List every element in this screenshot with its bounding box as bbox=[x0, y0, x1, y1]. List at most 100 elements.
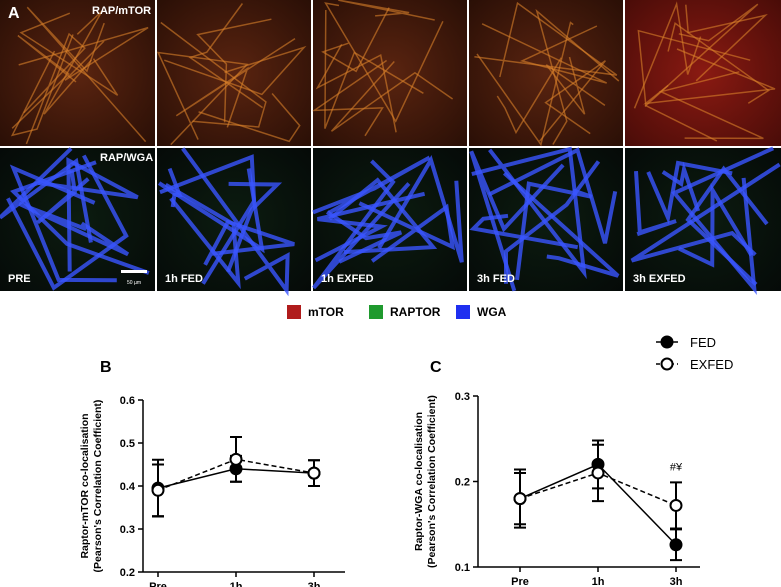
y-tick-label: 0.2 bbox=[120, 567, 135, 579]
data-point bbox=[307, 466, 321, 480]
panel-label: C bbox=[430, 359, 442, 376]
cell-border bbox=[10, 160, 150, 275]
scale-bar bbox=[121, 270, 147, 273]
cell-border bbox=[312, 155, 431, 215]
column-label: 3h EXFED bbox=[633, 273, 686, 285]
cell-border bbox=[545, 56, 606, 115]
y-tick-label: 0.6 bbox=[120, 395, 135, 407]
cell-border bbox=[226, 181, 283, 273]
legend-swatch bbox=[369, 305, 383, 319]
cell-border bbox=[634, 170, 677, 237]
cell-border bbox=[43, 10, 103, 115]
cell-border bbox=[196, 18, 272, 123]
cell-border bbox=[678, 183, 754, 268]
micrograph bbox=[625, 148, 781, 291]
row-label: RAP/WGA bbox=[100, 152, 153, 164]
cell-border bbox=[19, 12, 119, 96]
y-tick-label: 0.5 bbox=[120, 438, 135, 450]
column-label: 3h FED bbox=[477, 273, 515, 285]
legend-swatch bbox=[287, 305, 301, 319]
cell-border bbox=[685, 4, 768, 82]
x-tick-label: Pre bbox=[511, 576, 529, 587]
x-tick-label: 3h bbox=[670, 576, 683, 587]
cell-border bbox=[160, 21, 267, 128]
y-axis-label: (Pearson's Correlation Coefficient) bbox=[92, 400, 104, 573]
legend-label: WGA bbox=[477, 305, 507, 319]
cell-border bbox=[36, 170, 90, 225]
cell-border bbox=[667, 22, 770, 104]
row-label: RAP/mTOR bbox=[92, 5, 151, 17]
x-tick-label: 1h bbox=[592, 576, 605, 587]
y-tick-label: 0.3 bbox=[455, 391, 470, 403]
cell-border bbox=[471, 146, 587, 280]
legend-label: FED bbox=[690, 335, 716, 350]
x-tick-label: Pre bbox=[149, 581, 167, 587]
cell-border bbox=[315, 44, 397, 133]
cell-border bbox=[324, 9, 424, 129]
cell-border bbox=[321, 7, 390, 73]
cell-border bbox=[646, 160, 733, 225]
scale-bar-label: 50 µm bbox=[127, 280, 141, 286]
legend-swatch bbox=[456, 305, 470, 319]
cell-border bbox=[175, 37, 296, 128]
cell-border bbox=[6, 154, 129, 291]
y-tick-label: 0.2 bbox=[455, 477, 470, 489]
cell-border bbox=[18, 201, 130, 257]
cell-border bbox=[164, 45, 307, 96]
cell-border bbox=[661, 161, 701, 212]
legend-marker bbox=[660, 357, 674, 371]
cell-border bbox=[159, 154, 257, 285]
annotation: #¥ bbox=[670, 461, 683, 473]
cell-border bbox=[496, 57, 562, 135]
y-axis-label: (Pearson's Correlation Coefficient) bbox=[426, 395, 438, 568]
data-point bbox=[229, 452, 243, 466]
micrographs bbox=[0, 0, 781, 297]
cell-border bbox=[637, 29, 751, 142]
cell-border bbox=[11, 35, 77, 129]
legend-marker bbox=[660, 335, 674, 349]
cell-border bbox=[658, 71, 764, 140]
micrograph bbox=[157, 0, 311, 146]
data-point bbox=[591, 466, 605, 480]
y-axis-label: Raptor-mTOR co-localisation bbox=[79, 413, 91, 558]
cell-border bbox=[10, 34, 74, 137]
cell-border bbox=[330, 60, 454, 132]
cell-border bbox=[502, 171, 620, 278]
y-tick-label: 0.4 bbox=[120, 481, 136, 493]
cell-border bbox=[630, 162, 781, 263]
legend-label: mTOR bbox=[308, 305, 344, 319]
panel-label: B bbox=[100, 359, 112, 376]
x-tick-label: 3h bbox=[308, 581, 321, 587]
data-point bbox=[669, 498, 683, 512]
data-point bbox=[669, 538, 683, 552]
column-label: PRE bbox=[8, 273, 31, 285]
legend-label: RAPTOR bbox=[390, 305, 441, 319]
cell-border bbox=[515, 181, 593, 281]
cell-border bbox=[325, 210, 403, 264]
cell-border bbox=[338, 0, 435, 21]
cell-border bbox=[311, 59, 388, 137]
data-point bbox=[513, 492, 527, 506]
panel-label: A bbox=[8, 5, 20, 22]
y-tick-label: 0.1 bbox=[455, 562, 470, 574]
cell-border bbox=[38, 156, 139, 272]
cell-border bbox=[23, 32, 86, 145]
cell-border bbox=[203, 219, 295, 266]
cell-border bbox=[358, 201, 456, 263]
cell-border bbox=[181, 147, 290, 297]
column-label: 1h FED bbox=[165, 273, 203, 285]
cell-border bbox=[481, 23, 608, 84]
data-point bbox=[151, 483, 165, 497]
cell-border bbox=[643, 48, 776, 105]
cell-border bbox=[167, 167, 183, 208]
cell-border bbox=[312, 159, 411, 290]
y-tick-label: 0.3 bbox=[120, 524, 135, 536]
cell-border bbox=[156, 51, 249, 146]
legend-label: EXFED bbox=[690, 357, 733, 372]
cell-border bbox=[198, 93, 301, 143]
y-axis-label: Raptor-WGA co-localisation bbox=[413, 412, 425, 551]
x-tick-label: 1h bbox=[230, 581, 243, 587]
column-label: 1h EXFED bbox=[321, 273, 374, 285]
cell-border bbox=[469, 213, 579, 250]
